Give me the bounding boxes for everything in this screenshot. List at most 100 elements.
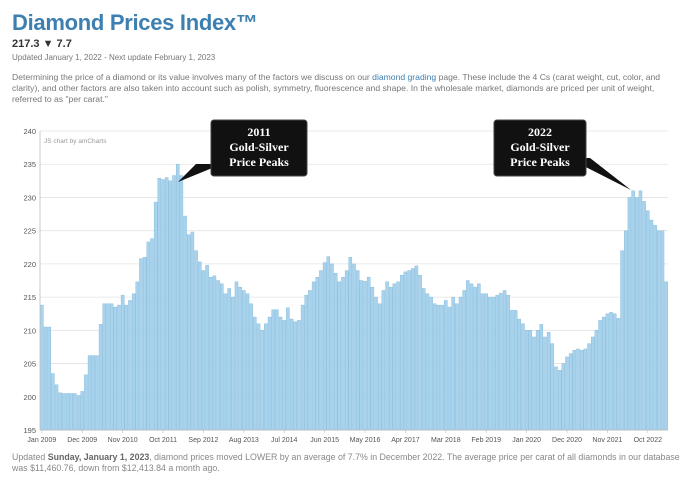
bar [275, 309, 279, 431]
bar [231, 296, 235, 431]
bar [451, 296, 455, 431]
bar [209, 276, 213, 431]
bar [649, 219, 654, 431]
bar [554, 366, 558, 431]
bar [216, 280, 220, 431]
bar [179, 175, 184, 431]
y-tick-label: 205 [23, 360, 36, 369]
bar [47, 326, 51, 431]
bar [242, 290, 246, 431]
intro-text-before: Determining the price of a diamond or it… [12, 72, 373, 82]
bar [98, 324, 103, 431]
bar [65, 393, 70, 431]
bar [260, 330, 264, 431]
bar [253, 316, 257, 431]
callout-2011: 2011 Gold-Silver Price Peaks [178, 119, 308, 182]
y-tick-label: 200 [23, 393, 36, 402]
index-value: 217.3 ▼ 7.7 [12, 38, 72, 50]
bar [550, 343, 555, 431]
bar [153, 201, 158, 431]
bar [370, 286, 375, 431]
bar [319, 270, 323, 431]
bar [80, 391, 84, 431]
diamond-price-chart: 195 200 205 210 215 220 225 230 235 240 Jan 2009 D… [23, 119, 668, 444]
diamond-grading-link[interactable]: diamond grading [372, 72, 437, 82]
bar [109, 303, 114, 431]
bar [95, 355, 99, 431]
bar [278, 316, 283, 431]
bar [62, 393, 66, 431]
bar [480, 293, 485, 431]
bar [388, 286, 393, 431]
bar [627, 197, 632, 431]
x-tick-label: Mar 2018 [431, 437, 461, 444]
bar [113, 306, 118, 431]
bar [366, 276, 371, 431]
bar [546, 332, 551, 431]
bar [54, 384, 59, 431]
bar [616, 318, 621, 431]
bar [491, 296, 496, 431]
y-tick-label: 230 [23, 193, 36, 202]
bar [150, 238, 154, 431]
bar [267, 316, 272, 431]
bar [161, 179, 165, 431]
update-schedule: Updated January 1, 2022 - Next update Fe… [12, 53, 216, 62]
bar [120, 294, 125, 431]
bar [660, 230, 665, 431]
bar [190, 231, 195, 431]
bar [330, 263, 334, 431]
intro-paragraph: Determining the price of a diamond or it… [12, 72, 680, 105]
update-summary: Updated Sunday, January 1, 2023, diamond… [12, 452, 680, 474]
bar [385, 281, 389, 431]
bar [642, 201, 646, 431]
x-tick-label: Jul 2014 [271, 437, 298, 444]
bar [102, 303, 107, 431]
bar [282, 320, 286, 431]
bar [587, 343, 591, 431]
bar [76, 395, 81, 431]
bar [407, 270, 411, 431]
footer-text: , diamond prices moved LOWER by an avera… [12, 452, 680, 473]
bar [308, 290, 312, 431]
callout-2022-line3: Price Peaks [510, 155, 570, 169]
bar [352, 263, 356, 431]
bar [297, 320, 301, 431]
y-axis: 195 200 205 210 215 220 225 230 235 240 [23, 127, 41, 435]
bar [411, 268, 415, 431]
bar [304, 294, 308, 431]
bar [609, 312, 613, 431]
bar [69, 393, 73, 431]
chart-bars [40, 164, 668, 431]
bar [561, 363, 566, 431]
y-tick-label: 235 [23, 160, 36, 169]
bar [344, 270, 349, 431]
bar [646, 210, 650, 431]
footer-date: Sunday, January 1, 2023 [47, 452, 150, 462]
bar [87, 355, 92, 431]
bar [488, 296, 492, 431]
callout-2022-line2: Gold-Silver [510, 140, 570, 154]
bar [502, 290, 507, 431]
bar [128, 300, 132, 431]
x-tick-label: Nov 2010 [108, 437, 138, 444]
bar [223, 293, 228, 431]
bar [396, 281, 400, 431]
bar [131, 293, 136, 431]
page-title: Diamond Prices Index™ [12, 10, 258, 35]
callout-2022-box [493, 119, 587, 177]
bar [194, 250, 198, 431]
y-tick-label: 195 [23, 426, 36, 435]
bar [164, 177, 169, 431]
bar [532, 336, 536, 431]
bar [91, 355, 95, 431]
x-tick-label: Nov 2021 [592, 437, 622, 444]
bar [341, 276, 345, 431]
bar [657, 230, 661, 431]
bar [484, 293, 488, 431]
bar [664, 281, 668, 431]
bar [348, 257, 353, 431]
bar [521, 323, 525, 431]
bar [513, 310, 518, 431]
